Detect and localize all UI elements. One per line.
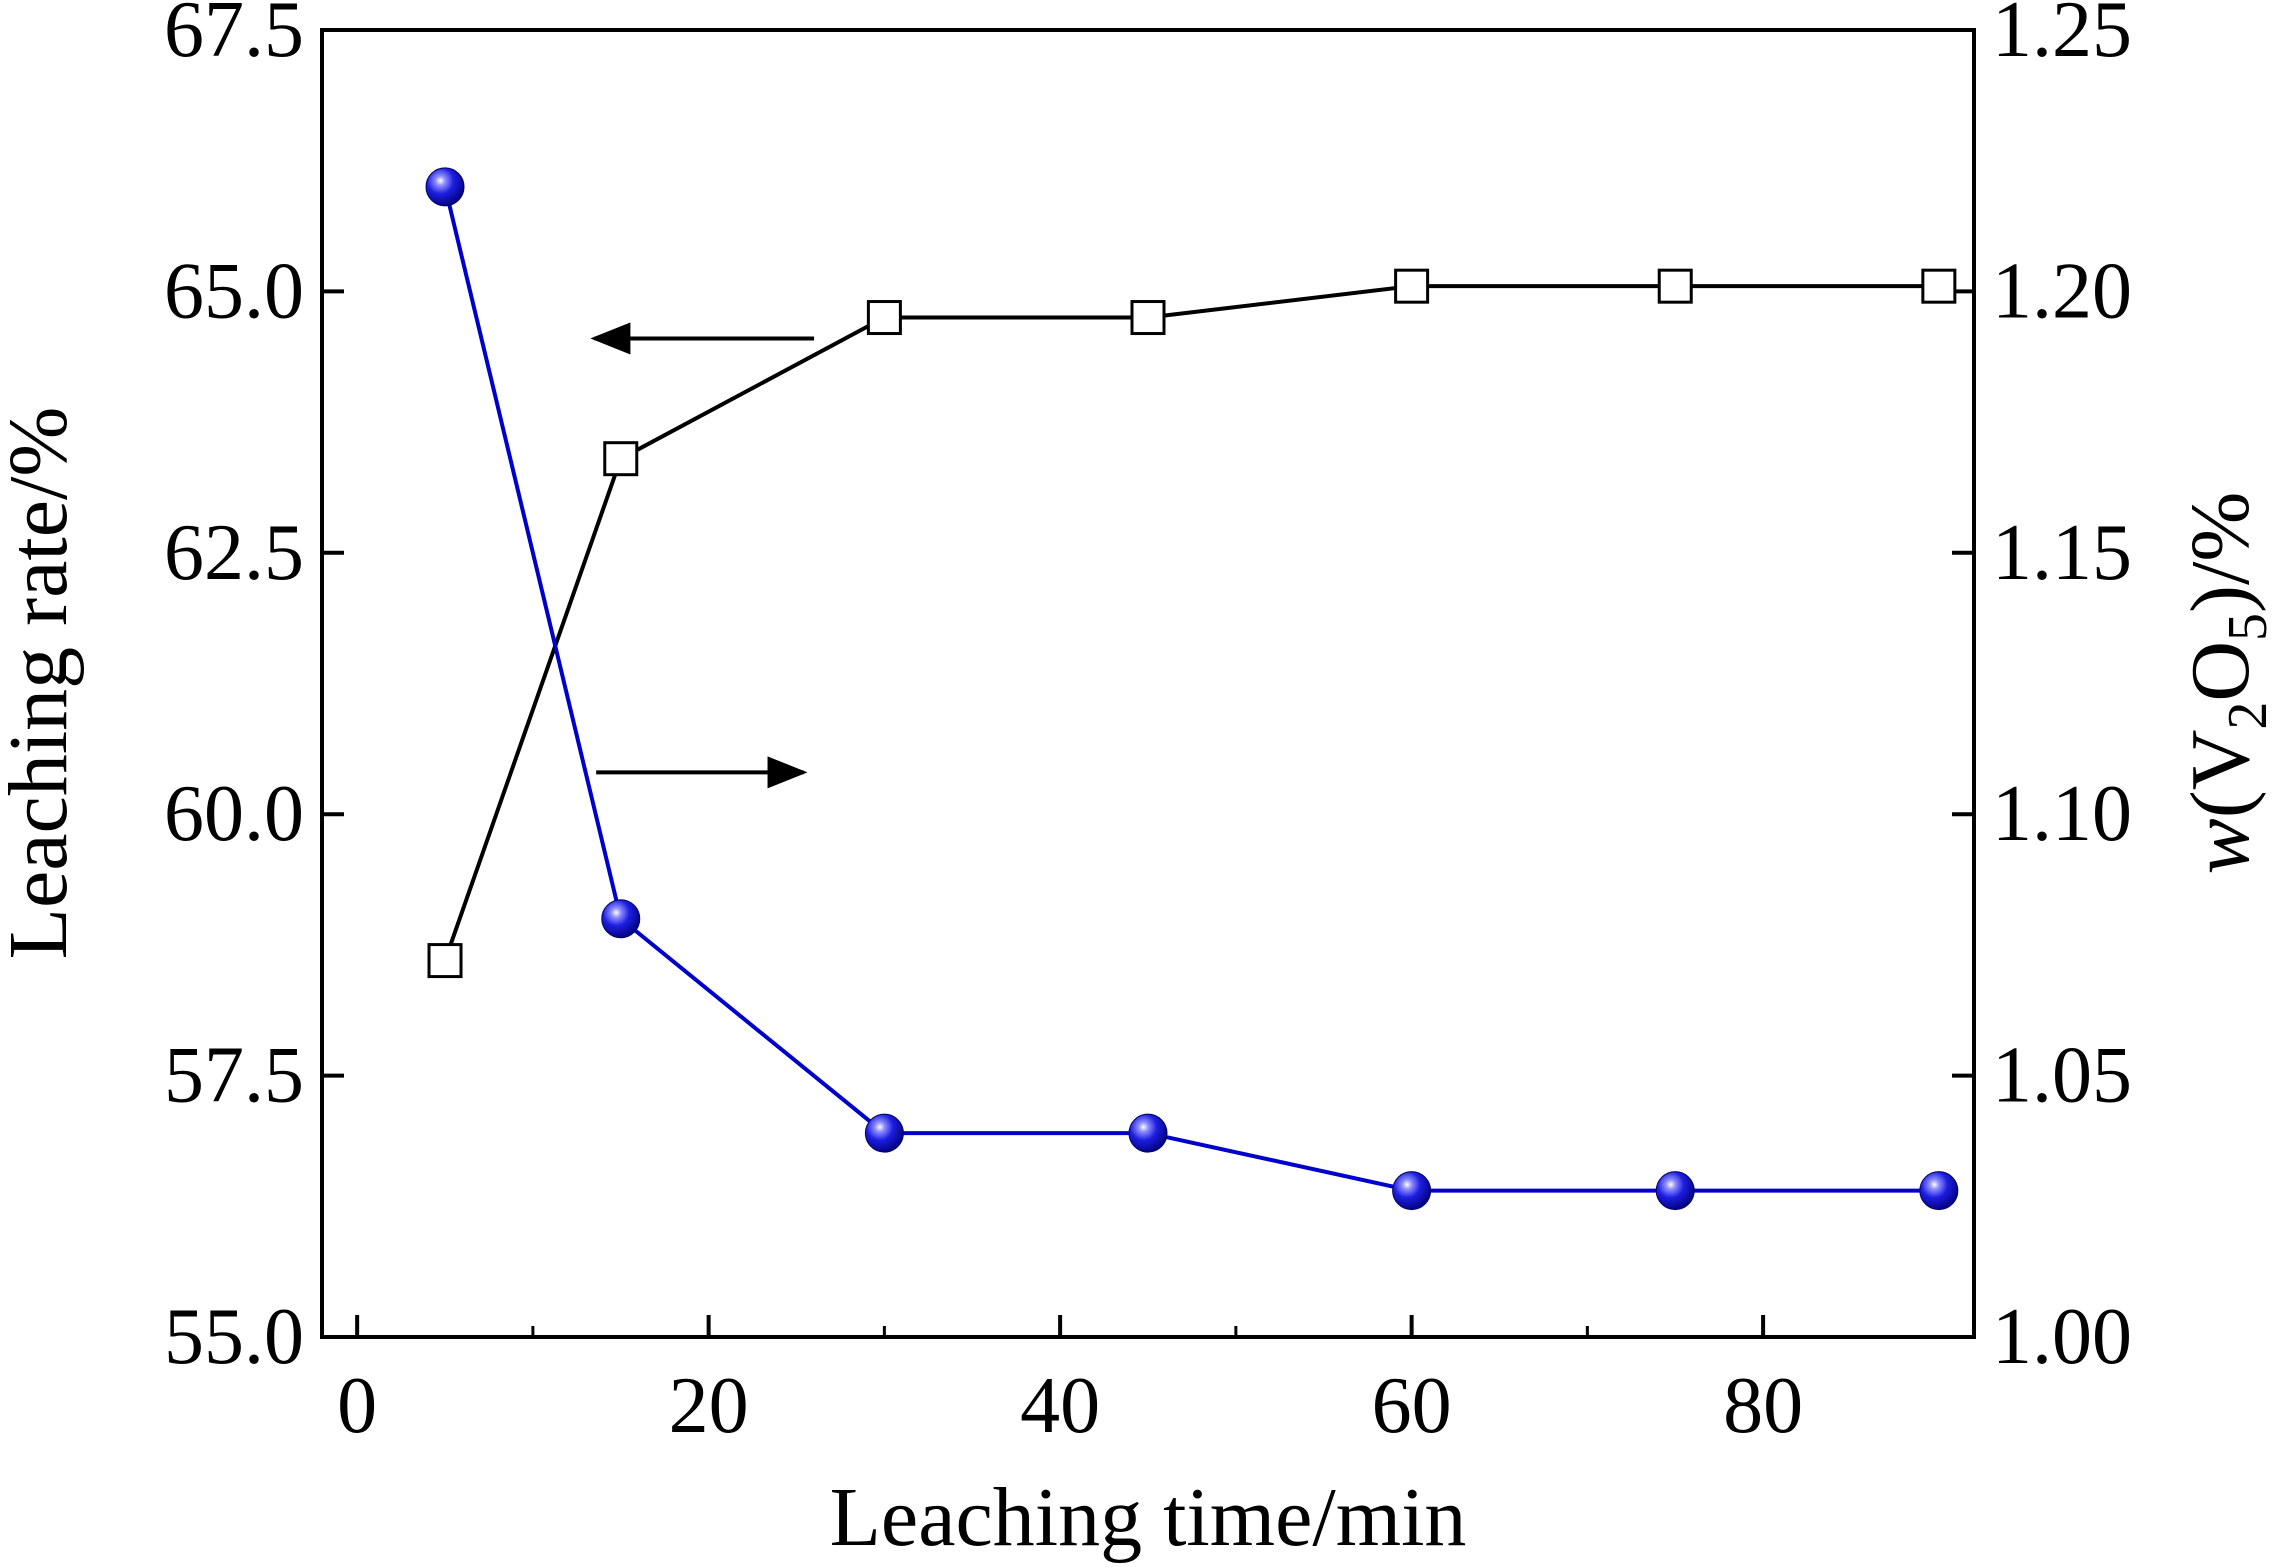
y-axis-title: Leaching rate/% [0,407,85,960]
series-0-point-15 [603,441,639,477]
series-1-point-45 [1128,1113,1168,1153]
x-tick-label-20: 20 [669,1362,749,1450]
series-points [425,167,1959,1211]
x-tick-label-60: 60 [1372,1362,1452,1450]
series-1-point-15 [601,899,641,939]
y2-axis-title-sub2: 5 [2217,613,2279,641]
x-axis-title: Leaching time/min [830,1471,1467,1564]
series-0-point-60 [1394,268,1430,304]
y-tick-label-65.0: 65.0 [164,247,304,335]
x-tick-label-80: 80 [1723,1362,1803,1450]
y2-tick-label-1.05: 1.05 [1992,1032,2132,1120]
x-axis-ticks: 0 20 40 60 80 [337,1315,1803,1450]
y2-axis-title-suffix: )/% [2174,492,2267,613]
y2-axis-title-sub1: 2 [2217,702,2279,730]
series-1-point-5 [425,167,465,207]
y2-axis-title: w(V2O5)/% [2174,492,2279,875]
y-tick-label-55.0: 55.0 [164,1293,304,1381]
series-0-point-30 [866,300,902,336]
y2-tick-label-1.15: 1.15 [1992,509,2132,597]
y2-tick-label-1.10: 1.10 [1992,770,2132,858]
series-1-point-30 [864,1113,904,1153]
series-0-point-90 [1921,268,1957,304]
series-1-point-60 [1392,1171,1432,1211]
series-0-point-5 [427,943,463,979]
y2-axis-title-open: (V [2174,730,2267,819]
annotation-arrows [590,322,815,789]
y2-tick-label-1.20: 1.20 [1992,247,2132,335]
y2-axis-ticks: 1.00 1.05 1.10 1.15 1.20 1.25 [1952,0,2132,1381]
series-0-point-45 [1130,300,1166,336]
x-tick-label-0: 0 [337,1362,377,1450]
series-1-point-75 [1655,1171,1695,1211]
series-0-point-75 [1657,268,1693,304]
y-tick-label-57.5: 57.5 [164,1032,304,1120]
y2-axis-title-prefix: w [2174,818,2267,874]
y-tick-label-62.5: 62.5 [164,509,304,597]
y2-tick-label-1.00: 1.00 [1992,1293,2132,1381]
series-0-line [443,284,1939,962]
plot-area [320,28,1976,1339]
x-tick-label-40: 40 [1020,1362,1100,1450]
series-1-point-90 [1919,1171,1959,1211]
y-tick-label-60.0: 60.0 [164,770,304,858]
y-axis-ticks: 55.0 57.5 60.0 62.5 65.0 67.5 [164,0,344,1381]
y-tick-label-67.5: 67.5 [164,0,304,74]
y2-axis-title-mid: O [2174,641,2267,702]
y2-tick-label-1.25: 1.25 [1992,0,2132,74]
